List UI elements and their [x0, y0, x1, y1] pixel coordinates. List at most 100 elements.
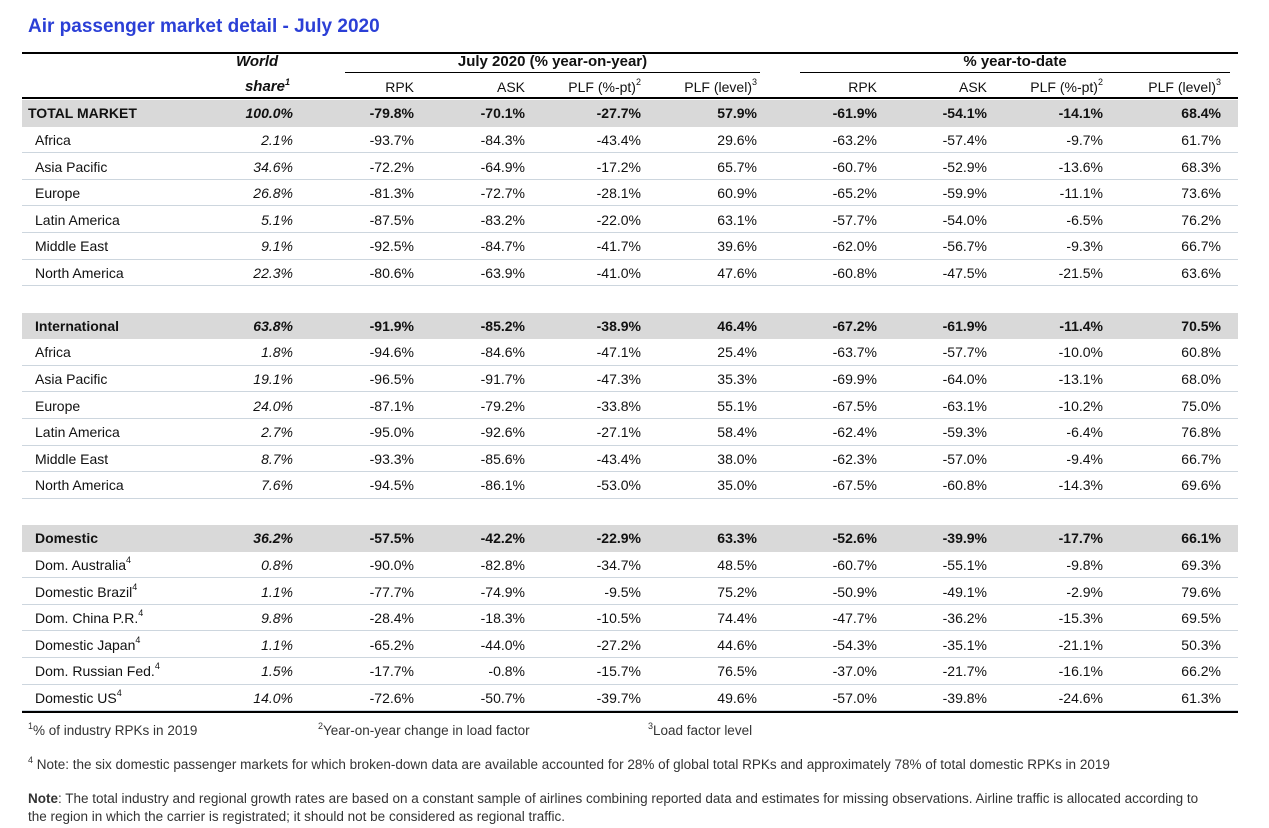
- value-cell: -2.9%: [1066, 583, 1103, 600]
- value-cell: -77.7%: [369, 583, 414, 600]
- value-cell: 75.2%: [717, 583, 757, 600]
- value-cell: 68.0%: [1181, 371, 1221, 387]
- value-cell: -39.7%: [596, 689, 641, 706]
- rule: [22, 630, 1238, 632]
- rule: [22, 232, 1238, 233]
- share-cell: 2.1%: [261, 131, 293, 148]
- value-cell: 69.6%: [1181, 477, 1221, 494]
- value-cell: 76.8%: [1181, 424, 1221, 441]
- value-cell: -91.9%: [369, 317, 414, 334]
- section-label: International: [35, 317, 119, 335]
- value-cell: -87.5%: [369, 211, 414, 228]
- column-header-text: RPK: [385, 79, 414, 95]
- value-cell: -14.3%: [1058, 477, 1103, 494]
- share-cell: 1.1%: [261, 583, 293, 600]
- value-cell: -57.4%: [942, 131, 987, 148]
- value-cell: -54.3%: [832, 636, 877, 653]
- value-cell: -94.6%: [369, 344, 414, 361]
- row-label-text: Africa: [35, 131, 71, 148]
- value-cell: -11.1%: [1059, 185, 1103, 202]
- row-label-text: North America: [35, 264, 124, 281]
- value-cell: -22.9%: [596, 530, 641, 547]
- superscript: 4: [135, 634, 141, 645]
- section-label-text: International: [35, 317, 120, 334]
- row-label: Latin America: [35, 423, 120, 441]
- superscript: 4: [132, 581, 138, 592]
- value-cell: -56.7%: [942, 238, 987, 255]
- value-cell: -22.0%: [596, 211, 641, 228]
- value-cell: 55.1%: [717, 397, 757, 414]
- value-cell: 57.9%: [717, 105, 757, 122]
- share-cell: 100.0%: [245, 105, 293, 122]
- column-header-text: ASK: [958, 79, 987, 95]
- row-label: North America: [35, 264, 124, 282]
- value-cell: -9.5%: [604, 583, 641, 600]
- value-cell: -52.6%: [832, 530, 877, 547]
- share-cell: 34.6%: [253, 158, 293, 175]
- value-cell: -90.0%: [369, 556, 414, 573]
- value-cell: -61.9%: [832, 105, 877, 122]
- value-cell: 66.7%: [1181, 238, 1221, 255]
- superscript: 2: [1097, 77, 1103, 87]
- value-cell: -94.5%: [369, 477, 414, 494]
- superscript: 1: [284, 77, 290, 87]
- header-world: World: [236, 53, 279, 70]
- value-cell: -27.2%: [596, 636, 641, 653]
- rule: [800, 72, 1230, 73]
- value-cell: -70.1%: [480, 105, 525, 122]
- rule: [22, 52, 1238, 54]
- value-cell: -74.9%: [480, 583, 525, 600]
- value-cell: -10.2%: [1058, 397, 1103, 414]
- value-cell: -60.7%: [832, 158, 877, 175]
- share-cell: 9.8%: [261, 610, 293, 627]
- value-cell: -63.7%: [832, 344, 877, 361]
- row-label: Dom. Australia4: [35, 555, 131, 574]
- value-cell: -62.0%: [832, 238, 877, 255]
- value-cell: -63.1%: [942, 397, 987, 414]
- value-cell: -9.3%: [1066, 238, 1103, 255]
- value-cell: 66.2%: [1181, 663, 1221, 680]
- row-label: Africa: [35, 343, 71, 361]
- value-cell: 29.6%: [717, 131, 757, 148]
- share-cell: 24.0%: [253, 397, 293, 414]
- value-cell: -44.0%: [480, 636, 525, 653]
- value-cell: 48.5%: [717, 556, 757, 573]
- row-label-text: Domestic US: [35, 689, 117, 706]
- rule: [22, 444, 1238, 446]
- value-cell: -37.0%: [832, 663, 877, 680]
- value-cell: -41.7%: [596, 238, 641, 255]
- value-cell: -57.7%: [942, 344, 987, 361]
- rule: [22, 258, 1238, 260]
- row-label-text: Latin America: [35, 424, 120, 441]
- value-cell: 75.0%: [1181, 397, 1221, 414]
- row-label-text: Latin America: [35, 211, 120, 228]
- value-cell: -15.7%: [596, 663, 641, 680]
- value-cell: -57.0%: [832, 689, 877, 706]
- rule: [22, 603, 1238, 605]
- value-cell: 35.0%: [717, 477, 757, 494]
- value-cell: -17.7%: [369, 663, 414, 680]
- share-cell: 22.3%: [253, 264, 293, 281]
- value-cell: -43.4%: [596, 131, 641, 148]
- column-header-text: PLF (level): [684, 79, 752, 95]
- rule: [22, 364, 1238, 366]
- value-cell: -24.6%: [1058, 689, 1103, 706]
- value-cell: -85.6%: [480, 450, 525, 467]
- row-label-text: Dom. China P.R.: [35, 610, 139, 627]
- value-cell: -9.7%: [1066, 131, 1103, 148]
- value-cell: -67.5%: [832, 397, 877, 414]
- value-cell: -47.3%: [596, 371, 641, 387]
- value-cell: -60.8%: [942, 477, 987, 494]
- section-label-text: Domestic: [35, 530, 99, 547]
- footnote-text: Load factor level: [653, 723, 753, 738]
- value-cell: -79.2%: [480, 397, 525, 414]
- group-title: July 2020 (% year-on-year): [457, 53, 648, 70]
- column-header-text: PLF (level): [1148, 79, 1216, 95]
- footnote-text: Note: the six domestic passenger markets…: [33, 757, 1110, 772]
- rule: [22, 657, 1238, 658]
- value-cell: -52.9%: [942, 158, 987, 175]
- footnote: 1% of industry RPKs in 2019: [28, 722, 197, 740]
- rule: [22, 178, 1238, 180]
- value-cell: -62.4%: [832, 424, 877, 441]
- section-band: [22, 100, 1238, 127]
